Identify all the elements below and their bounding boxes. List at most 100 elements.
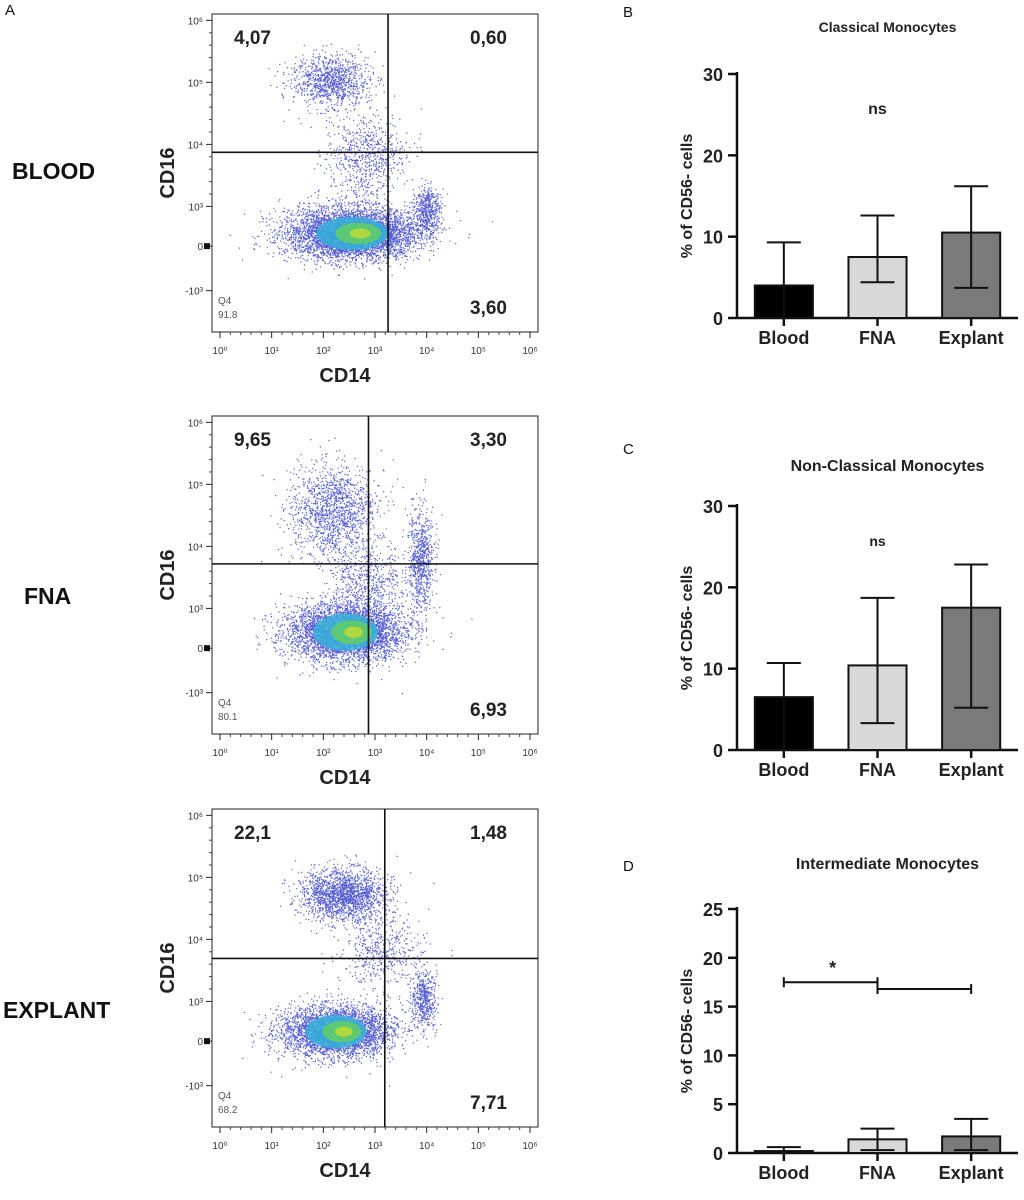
x-tick-label: 10³ bbox=[368, 346, 383, 357]
quadrant-q4-value: 68.2 bbox=[218, 1105, 238, 1116]
y-tick-label: 30 bbox=[703, 65, 723, 85]
x-tick-label: 10⁰ bbox=[212, 1141, 227, 1152]
x-tick-label: 10⁴ bbox=[419, 748, 434, 759]
x-tick-label: Explant bbox=[939, 328, 1004, 348]
quadrant-q2-value: 0,60 bbox=[470, 28, 507, 49]
x-tick-label: 10² bbox=[316, 748, 331, 759]
density-peak bbox=[344, 626, 364, 638]
y-tick-label: 10⁶ bbox=[188, 418, 203, 429]
x-tick-label: Blood bbox=[758, 760, 809, 780]
row-label-blood: BLOOD bbox=[12, 158, 96, 184]
y-tick-label: 10⁴ bbox=[188, 935, 203, 946]
zero-marker bbox=[204, 1038, 210, 1045]
x-tick-label: 10³ bbox=[368, 748, 383, 759]
quadrant-q1-value: 22,1 bbox=[234, 823, 271, 844]
quadrant-q4-value: 91.8 bbox=[218, 310, 238, 321]
y-tick-label: -10³ bbox=[185, 287, 203, 298]
chart-title: Non-Classical Monocytes bbox=[791, 458, 985, 475]
x-axis-label: CD14 bbox=[319, 1160, 371, 1182]
y-tick-label: 10 bbox=[703, 228, 723, 248]
zero-marker bbox=[204, 645, 210, 652]
x-tick-label: 10⁰ bbox=[212, 346, 227, 357]
y-tick-label: 0 bbox=[197, 242, 203, 253]
y-tick-label: 0 bbox=[713, 309, 723, 329]
y-tick-label: 0 bbox=[713, 741, 723, 761]
y-tick-label: 10³ bbox=[189, 604, 204, 615]
y-tick-label: 10 bbox=[703, 660, 723, 680]
flow-plot-explant: 22,1 1,48 7,71 Q4 68.2 10⁰ 10¹ 10² 10³ 10⁴ 10⁵ 10⁶ 1… bbox=[157, 808, 539, 1182]
y-tick-label: -10³ bbox=[185, 689, 203, 700]
gate-name: Q4 bbox=[218, 698, 232, 709]
y-tick-label: 20 bbox=[703, 578, 723, 598]
y-axis-label: % of CD56- cells bbox=[679, 969, 696, 1094]
x-tick-label: 10² bbox=[316, 346, 331, 357]
quadrant-q3-value: 7,71 bbox=[470, 1093, 507, 1114]
x-tick-label: 10¹ bbox=[264, 1141, 279, 1152]
y-tick-label: 10⁶ bbox=[188, 811, 203, 822]
x-tick-label: 10⁶ bbox=[522, 346, 537, 357]
y-tick-label: 10⁶ bbox=[188, 16, 203, 27]
y-tick-label: 10⁴ bbox=[188, 542, 203, 553]
quadrant-q2-value: 3,30 bbox=[470, 430, 507, 451]
x-tick-label: 10⁴ bbox=[419, 1141, 434, 1152]
x-tick-label: FNA bbox=[859, 328, 896, 348]
x-tick-label: 10⁶ bbox=[522, 1141, 537, 1152]
panel-label-b: B bbox=[623, 4, 634, 21]
y-tick-label: 10⁵ bbox=[188, 480, 203, 491]
x-tick-label: 10¹ bbox=[264, 748, 279, 759]
chart-title: Intermediate Monocytes bbox=[796, 856, 979, 873]
bar-chart-intermediate: Intermediate Monocytes 0 5 10 15 20 25 % of CD5… bbox=[679, 856, 1018, 1183]
scatter-dots bbox=[254, 437, 473, 695]
x-tick-label: Blood bbox=[758, 1163, 809, 1183]
x-tick-label: 10⁵ bbox=[471, 1141, 486, 1152]
y-tick-label: 0 bbox=[713, 1144, 723, 1164]
y-tick-label: 10⁵ bbox=[188, 78, 203, 89]
quadrant-q4-value: 80.1 bbox=[218, 712, 238, 723]
panel-label-d: D bbox=[623, 858, 634, 875]
y-axis-label: % of CD56- cells bbox=[679, 134, 696, 259]
significance-annotation: ns bbox=[868, 101, 887, 118]
x-tick-label: Blood bbox=[758, 328, 809, 348]
x-tick-label: 10⁶ bbox=[522, 748, 537, 759]
quadrant-q1-value: 4,07 bbox=[234, 28, 271, 49]
y-tick-label: 20 bbox=[703, 146, 723, 166]
quadrant-q1-value: 9,65 bbox=[234, 430, 271, 451]
y-tick-label: 10³ bbox=[189, 997, 204, 1008]
x-axis-label: CD14 bbox=[319, 365, 371, 387]
significance-annotation: ns bbox=[869, 533, 886, 549]
y-tick-label: 20 bbox=[703, 949, 723, 969]
y-tick-label: 10⁵ bbox=[188, 873, 203, 884]
x-axis-label: CD14 bbox=[319, 767, 371, 789]
y-axis-label: CD16 bbox=[157, 942, 179, 993]
x-tick-label: 10² bbox=[316, 1141, 331, 1152]
x-tick-label: 10⁵ bbox=[471, 346, 486, 357]
density-peak bbox=[349, 228, 371, 239]
x-tick-label: 10⁵ bbox=[471, 748, 486, 759]
y-axis-label: % of CD56- cells bbox=[679, 566, 696, 691]
x-tick-label: FNA bbox=[859, 760, 896, 780]
bar-chart-non-classical: Non-Classical Monocytes 0 10 20 30 % of CD56-… bbox=[679, 458, 1018, 780]
scatter-points bbox=[254, 437, 473, 695]
y-tick-label: 0 bbox=[197, 1037, 203, 1048]
scatter-points bbox=[229, 43, 493, 280]
quadrant-q3-value: 6,93 bbox=[470, 700, 507, 721]
y-axis-label: CD16 bbox=[157, 147, 179, 198]
density-peak bbox=[335, 1026, 353, 1037]
plot-frame bbox=[211, 415, 539, 735]
y-tick-label: 25 bbox=[703, 900, 723, 920]
significance-annotation: * bbox=[829, 958, 836, 978]
gate-name: Q4 bbox=[218, 296, 232, 307]
y-tick-label: 15 bbox=[703, 998, 723, 1018]
y-axis-label: CD16 bbox=[157, 549, 179, 600]
y-tick-label: 5 bbox=[713, 1095, 723, 1115]
zero-marker bbox=[204, 243, 210, 250]
chart-title: Classical Monocytes bbox=[819, 19, 957, 35]
flow-plot-blood: 4,07 0,60 3,60 Q4 91.8 10⁰ 10¹ 10² 10³ 10⁴ 10⁵ 10⁶ 1… bbox=[157, 13, 539, 387]
scatter-points bbox=[242, 854, 453, 1087]
x-tick-label: Explant bbox=[939, 760, 1004, 780]
x-tick-label: 10⁴ bbox=[419, 346, 434, 357]
plot-frame bbox=[211, 808, 539, 1128]
plot-frame bbox=[211, 13, 539, 333]
y-tick-label: 30 bbox=[703, 497, 723, 517]
gate-name: Q4 bbox=[218, 1091, 232, 1102]
